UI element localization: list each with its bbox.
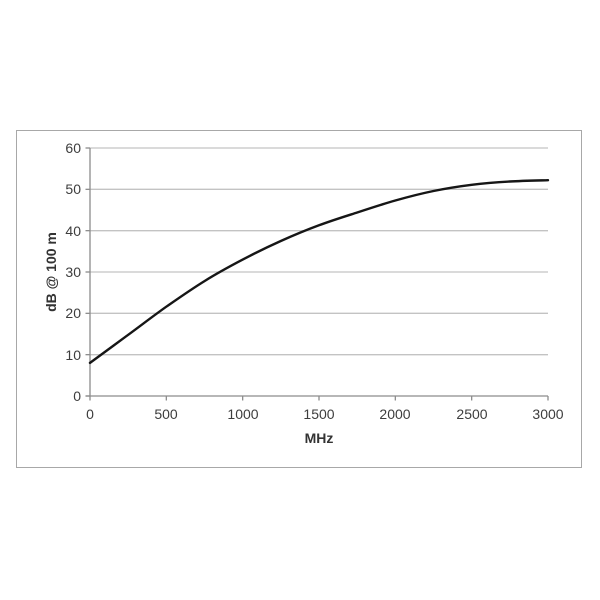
- x-tick-label: 0: [86, 406, 94, 422]
- x-tick-label: 500: [154, 406, 178, 422]
- y-tick-label: 60: [65, 140, 81, 156]
- gridlines: [90, 147, 548, 356]
- x-tick-label: 2000: [379, 406, 411, 422]
- x-tick-label: 1500: [303, 406, 335, 422]
- y-tick-label: 0: [73, 388, 81, 404]
- x-tick-label: 3000: [532, 406, 564, 422]
- x-tick-label: 2500: [456, 406, 488, 422]
- y-tick-label: 40: [65, 223, 81, 239]
- y-tick-label: 10: [65, 347, 81, 363]
- x-tick-label: 1000: [227, 406, 259, 422]
- y-axis-title: dB @ 100 m: [43, 232, 59, 312]
- y-tick-label: 30: [65, 264, 81, 280]
- axis-ticks: [85, 147, 549, 401]
- chart-border: [16, 130, 582, 468]
- y-tick-label: 20: [65, 305, 81, 321]
- attenuation-curve: [88, 179, 550, 365]
- x-axis-title: MHz: [304, 430, 334, 446]
- axes: [85, 148, 548, 401]
- y-tick-label: 50: [65, 181, 81, 197]
